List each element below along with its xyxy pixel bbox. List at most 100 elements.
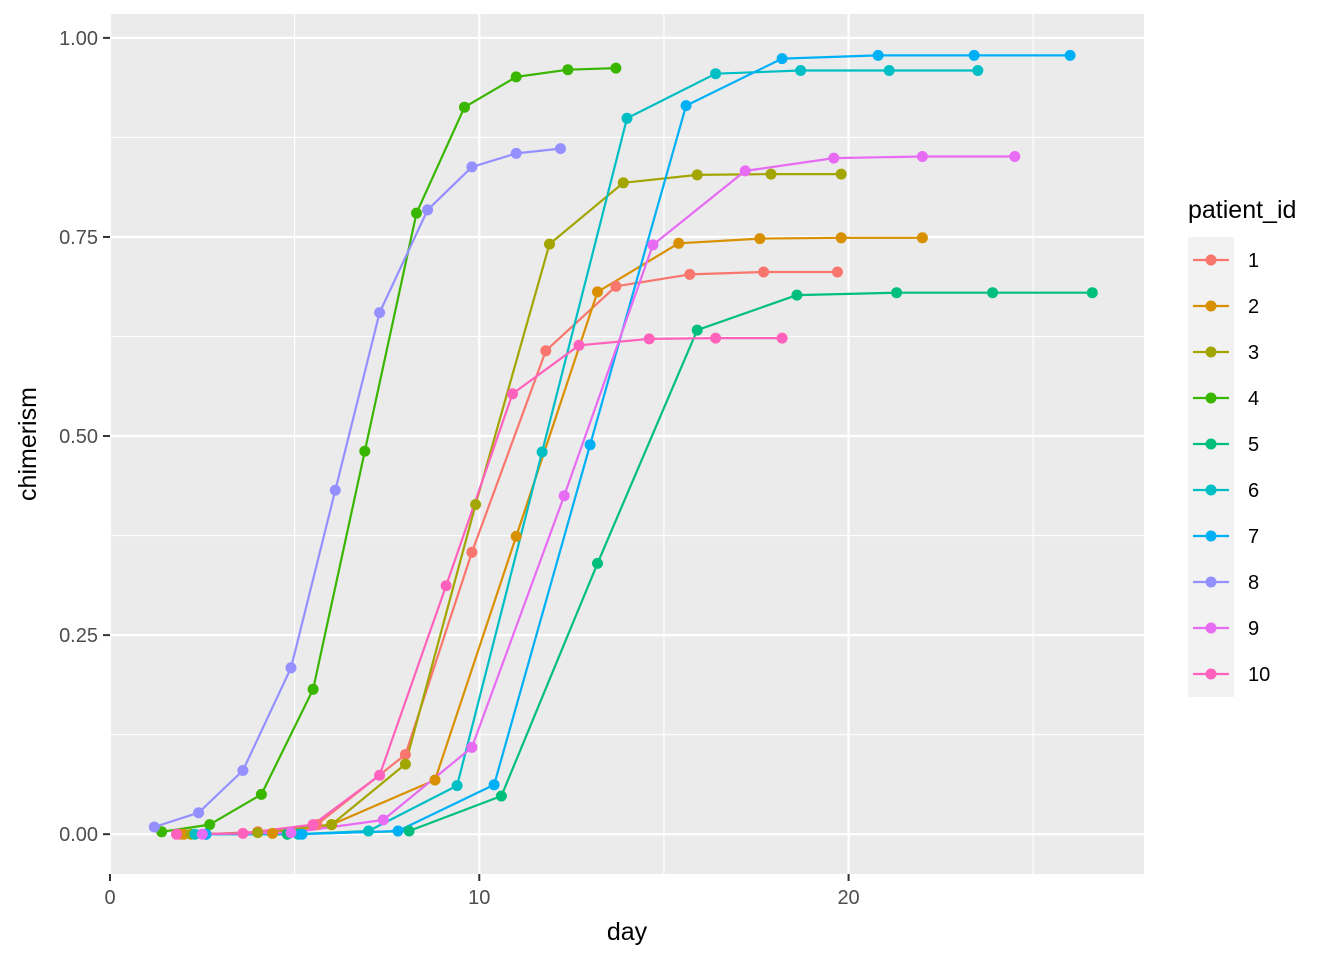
- data-point-patient-1: [610, 280, 622, 292]
- data-point-patient-5: [592, 557, 603, 569]
- legend-key-background: [1188, 237, 1234, 697]
- data-point-patient-1: [684, 268, 696, 280]
- data-point-patient-9: [739, 165, 751, 177]
- data-point-patient-5: [691, 324, 703, 336]
- legend-label: 3: [1248, 342, 1259, 364]
- data-point-patient-9: [1009, 151, 1021, 162]
- data-point-patient-9: [466, 741, 478, 753]
- legend-item-6: 6: [1193, 480, 1259, 502]
- data-point-patient-10: [643, 333, 655, 345]
- data-point-patient-8: [285, 662, 297, 674]
- legend-point: [1205, 254, 1217, 266]
- data-point-patient-10: [237, 827, 249, 839]
- legend-point: [1205, 346, 1217, 358]
- legend-label: 8: [1248, 572, 1259, 594]
- legend-point: [1205, 622, 1217, 634]
- data-point-patient-3: [399, 758, 411, 770]
- data-point-patient-3: [544, 238, 555, 250]
- data-point-patient-10: [573, 339, 585, 351]
- data-point-patient-3: [252, 827, 264, 839]
- legend-label: 6: [1248, 480, 1259, 502]
- data-point-patient-4: [610, 62, 622, 74]
- data-point-patient-6: [621, 112, 633, 124]
- legend-title: patient_id: [1188, 196, 1296, 224]
- data-point-patient-9: [377, 814, 389, 826]
- legend-point: [1205, 438, 1217, 450]
- data-point-patient-2: [510, 530, 522, 542]
- data-point-patient-10: [440, 580, 452, 592]
- minor-gridlines: [110, 14, 1144, 874]
- series-line-patient-4: [161, 67, 616, 833]
- y-tick-label: 0.25: [59, 625, 98, 647]
- legend-label: 7: [1248, 526, 1259, 548]
- data-point-patient-4: [307, 683, 319, 695]
- legend-point: [1205, 392, 1217, 404]
- data-point-patient-8: [555, 143, 566, 155]
- legend-item-10: 10: [1193, 664, 1270, 686]
- legend-item-8: 8: [1193, 572, 1259, 594]
- data-point-patient-4: [411, 207, 422, 219]
- legend-point: [1205, 530, 1217, 542]
- series-points: [148, 49, 1098, 840]
- legend-item-1: 1: [1193, 250, 1259, 272]
- data-point-patient-8: [466, 161, 478, 173]
- data-point-patient-9: [285, 827, 297, 839]
- legend-label: 5: [1248, 434, 1259, 456]
- data-point-patient-5: [891, 287, 903, 299]
- legend-item-5: 5: [1193, 434, 1259, 456]
- x-tick-label: 20: [837, 887, 859, 909]
- data-point-patient-3: [691, 169, 703, 181]
- legend-point: [1205, 300, 1217, 312]
- data-point-patient-9: [916, 151, 928, 162]
- data-point-patient-10: [374, 769, 386, 781]
- data-point-patient-5: [791, 289, 803, 301]
- y-tick-label: 1.00: [59, 28, 98, 50]
- series-lines: [153, 54, 1093, 836]
- data-point-patient-1: [832, 266, 843, 278]
- legend-item-4: 4: [1193, 388, 1259, 410]
- data-point-patient-3: [326, 819, 338, 831]
- legend-label: 4: [1248, 388, 1259, 410]
- data-point-patient-10: [507, 388, 518, 400]
- legend-label: 10: [1248, 664, 1270, 686]
- y-axis-ticks: 0.00 0.25 0.50 0.75 1.00: [59, 28, 110, 846]
- x-tick-label: 10: [468, 887, 490, 909]
- data-point-patient-5: [403, 825, 415, 837]
- data-point-patient-4: [204, 819, 216, 831]
- data-point-patient-8: [237, 765, 249, 776]
- data-point-patient-3: [765, 168, 777, 180]
- data-point-patient-1: [466, 546, 478, 558]
- data-point-patient-7: [872, 49, 884, 61]
- data-point-patient-7: [584, 439, 596, 451]
- data-point-patient-1: [758, 266, 770, 278]
- data-point-patient-2: [754, 233, 766, 245]
- data-point-patient-7: [1064, 49, 1076, 61]
- data-point-patient-6: [883, 65, 895, 76]
- data-point-patient-6: [451, 780, 463, 792]
- data-point-patient-5: [987, 287, 999, 299]
- y-tick-label: 0.75: [59, 227, 98, 249]
- data-point-patient-10: [171, 828, 182, 840]
- data-point-patient-1: [540, 345, 552, 357]
- data-point-patient-3: [617, 177, 629, 189]
- data-point-patient-7: [680, 100, 692, 112]
- y-axis-title: chimerism: [14, 387, 42, 501]
- data-point-patient-6: [710, 68, 722, 80]
- data-point-patient-4: [255, 788, 267, 800]
- data-point-patient-4: [459, 101, 470, 113]
- data-point-patient-8: [510, 147, 522, 159]
- legend-item-3: 3: [1193, 342, 1259, 364]
- data-point-patient-8: [329, 484, 341, 496]
- data-point-patient-10: [307, 819, 319, 831]
- series-line-patient-8: [153, 147, 561, 829]
- data-point-patient-7: [296, 828, 308, 840]
- data-point-patient-10: [710, 332, 722, 344]
- data-point-patient-8: [148, 821, 160, 833]
- legend-label: 2: [1248, 296, 1259, 318]
- x-tick-label: 0: [104, 887, 115, 909]
- plot-panel: [110, 14, 1144, 874]
- data-point-patient-7: [776, 53, 788, 65]
- y-tick-label: 0.50: [59, 426, 98, 448]
- data-point-patient-6: [972, 65, 984, 76]
